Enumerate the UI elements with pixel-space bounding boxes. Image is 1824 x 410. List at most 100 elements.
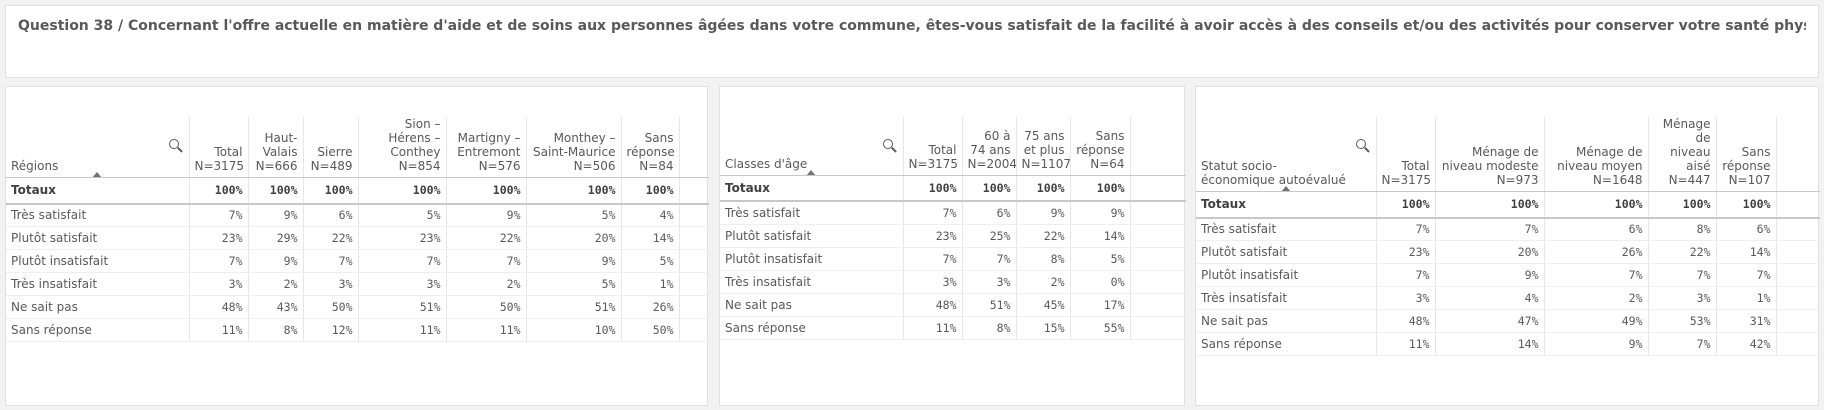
column-header[interactable]: Ménage de niveau aisé N=447 [1648, 117, 1717, 192]
sort-ascending-icon[interactable] [92, 172, 103, 177]
table-cell: 1% [1716, 286, 1777, 310]
column-header[interactable]: Haut-Valais N=666 [248, 117, 304, 178]
table-cell: 8% [962, 316, 1017, 340]
table-cell: 26% [1544, 240, 1649, 264]
column-header[interactable]: Sion – Hérens – Conthey N=854 [358, 117, 447, 178]
table-cell: 42% [1716, 332, 1777, 356]
table-cell: 48% [903, 293, 963, 317]
table-cell: 7% [1376, 263, 1436, 287]
table-row-totals[interactable]: Totaux 100% 100% 100% 100% 100% 100% 100… [6, 177, 709, 205]
table-cell: 20% [1435, 240, 1545, 264]
spacer-cell [1776, 332, 1820, 356]
table-cell: 53% [1648, 309, 1717, 333]
table-cell: 5% [526, 203, 622, 227]
dimension-label: Classes d'âge [725, 156, 808, 171]
table-cell: 23% [358, 226, 447, 250]
column-header[interactable]: 75 ans et plus N=1107 [1016, 117, 1071, 176]
table-cell: 22% [303, 226, 359, 250]
table-cell: 50% [303, 295, 359, 319]
table-cell: 7% [189, 249, 249, 273]
table-cell: 51% [358, 295, 447, 319]
table-row[interactable]: Très insatisfait 3% 3% 2% 0% [720, 270, 1186, 294]
table-row[interactable]: Ne sait pas 48% 43% 50% 51% 50% 51% 26% [6, 295, 709, 319]
table-row-totals[interactable]: Totaux 100% 100% 100% 100% 100% [1196, 191, 1820, 219]
column-header[interactable]: Ménage de niveau moyen N=1648 [1544, 117, 1649, 192]
column-header[interactable]: Sans réponse N=107 [1716, 117, 1777, 192]
pivot-table-age-classes: Classes d'âge Total N=3175 60 à 74 ans N… [720, 117, 1186, 340]
table-row[interactable]: Ne sait pas 48% 51% 45% 17% [720, 293, 1186, 317]
column-header[interactable]: Sans réponse N=64 [1070, 117, 1131, 176]
table-cell: 50% [621, 318, 680, 342]
pivot-table-socio-economic: Statut socio-économique autoévalué Total… [1196, 117, 1820, 356]
spacer-cell [1776, 263, 1820, 287]
table-cell: 7% [1376, 217, 1436, 241]
column-header[interactable]: 60 à 74 ans N=2004 [962, 117, 1017, 176]
table-cell: 14% [1435, 332, 1545, 356]
table-row[interactable]: Plutôt satisfait 23% 29% 22% 23% 22% 20%… [6, 226, 709, 250]
sort-ascending-icon[interactable] [806, 169, 817, 174]
table-row[interactable]: Très insatisfait 3% 4% 2% 3% 1% [1196, 286, 1820, 310]
table-cell: 5% [621, 249, 680, 273]
table-row[interactable]: Très insatisfait 3% 2% 3% 3% 2% 5% 1% [6, 272, 709, 296]
spacer-cell [679, 318, 709, 342]
column-header[interactable]: Total N=3175 [903, 117, 963, 176]
spacer-cell [1776, 240, 1820, 264]
table-cell: 11% [358, 318, 447, 342]
table-row[interactable]: Plutôt insatisfait 7% 9% 7% 7% 7% 9% 5% [6, 249, 709, 273]
column-header[interactable]: Martigny – Entremont N=576 [446, 117, 527, 178]
spacer-cell [1130, 293, 1186, 317]
table-cell: 4% [1435, 286, 1545, 310]
table-row[interactable]: Très satisfait 7% 9% 6% 5% 9% 5% 4% [6, 203, 709, 227]
dimension-header[interactable]: Régions [6, 117, 190, 178]
table-row[interactable]: Plutôt satisfait 23% 25% 22% 14% [720, 224, 1186, 248]
column-header[interactable]: Total N=3175 [1376, 117, 1436, 192]
spacer-cell [679, 177, 709, 205]
table-row[interactable]: Sans réponse 11% 8% 12% 11% 11% 10% 50% [6, 318, 709, 342]
table-cell: 31% [1716, 309, 1777, 333]
table-cell: 51% [526, 295, 622, 319]
column-header[interactable]: Ménage de niveau modeste N=973 [1435, 117, 1545, 192]
table-cell: 7% [903, 201, 963, 225]
table-row[interactable]: Sans réponse 11% 14% 9% 7% 42% [1196, 332, 1820, 356]
table-row[interactable]: Plutôt satisfait 23% 20% 26% 22% 14% [1196, 240, 1820, 264]
search-icon[interactable] [882, 139, 893, 149]
table-cell: 14% [1716, 240, 1777, 264]
table-row-totals[interactable]: Totaux 100% 100% 100% 100% [720, 175, 1186, 202]
table-cell: 5% [526, 272, 622, 296]
table-cell: 6% [303, 203, 359, 227]
question-title: Question 38 / Concernant l'offre actuell… [18, 18, 1806, 34]
sort-ascending-icon[interactable] [1280, 186, 1291, 191]
table-cell: 9% [526, 249, 622, 273]
table-cell: 6% [1716, 217, 1777, 241]
table-cell: 100% [1544, 191, 1649, 219]
table-cell: 2% [248, 272, 304, 296]
row-label: Plutôt satisfait [720, 224, 904, 248]
table-panel-socio-economic: Statut socio-économique autoévalué Total… [1195, 86, 1820, 406]
table-cell: 23% [189, 226, 249, 250]
dimension-header[interactable]: Statut socio-économique autoévalué [1196, 117, 1377, 192]
column-header[interactable]: Sierre N=489 [303, 117, 359, 178]
table-row[interactable]: Sans réponse 11% 8% 15% 55% [720, 316, 1186, 340]
table-cell: 7% [1716, 263, 1777, 287]
pivot-table-regions: Régions Total N=3175 Haut-Valais N=666 S… [6, 117, 709, 342]
search-icon[interactable] [1355, 139, 1366, 149]
table-cell: 48% [189, 295, 249, 319]
row-label: Sans réponse [1196, 332, 1377, 356]
table-cell: 2% [1544, 286, 1649, 310]
table-row[interactable]: Plutôt insatisfait 7% 9% 7% 7% 7% [1196, 263, 1820, 287]
column-header[interactable]: Total N=3175 [189, 117, 249, 178]
table-cell: 3% [903, 270, 963, 294]
spacer-cell [1130, 224, 1186, 248]
table-row[interactable]: Très satisfait 7% 6% 9% 9% [720, 201, 1186, 225]
search-icon[interactable] [168, 139, 179, 149]
row-label: Très insatisfait [6, 272, 190, 296]
column-header[interactable]: Sans réponse N=84 [621, 117, 680, 178]
table-row[interactable]: Plutôt insatisfait 7% 7% 8% 5% [720, 247, 1186, 271]
dimension-header[interactable]: Classes d'âge [720, 117, 904, 176]
table-row[interactable]: Très satisfait 7% 7% 6% 8% 6% [1196, 217, 1820, 241]
spacer-cell [679, 226, 709, 250]
row-label: Plutôt insatisfait [720, 247, 904, 271]
column-header[interactable]: Monthey – Saint-Maurice N=506 [526, 117, 622, 178]
row-label: Sans réponse [6, 318, 190, 342]
table-row[interactable]: Ne sait pas 48% 47% 49% 53% 31% [1196, 309, 1820, 333]
